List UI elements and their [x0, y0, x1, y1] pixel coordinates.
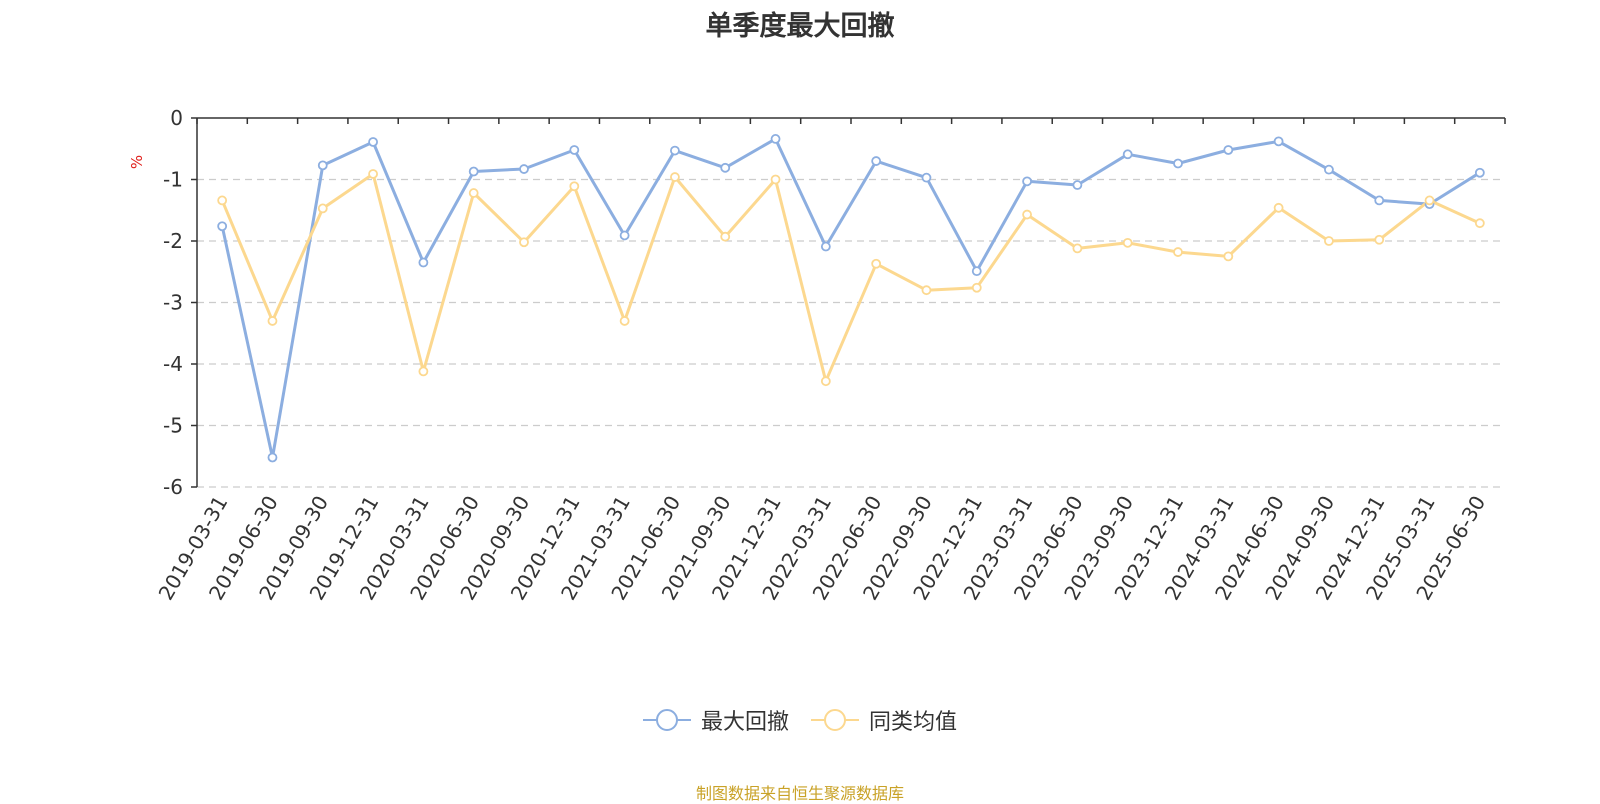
- data-point-series-1[interactable]: [1474, 218, 1485, 229]
- data-point-series-0[interactable]: [519, 164, 529, 174]
- data-point-series-1[interactable]: [820, 376, 831, 387]
- chart-title: 单季度最大回撤: [705, 11, 895, 42]
- data-point-series-1[interactable]: [217, 195, 228, 206]
- data-point-series-1[interactable]: [317, 203, 328, 214]
- y-tick-label: -6: [163, 475, 183, 499]
- data-point-series-1[interactable]: [418, 366, 429, 377]
- source-note: 制图数据来自恒生聚源数据库: [695, 784, 904, 803]
- legend-item-max-drawdown[interactable]: 最大回撤: [642, 704, 789, 736]
- data-point-series-1[interactable]: [1424, 195, 1435, 206]
- data-point-series-1[interactable]: [1072, 243, 1083, 254]
- data-point-series-0[interactable]: [921, 172, 932, 183]
- data-point-series-0[interactable]: [418, 257, 429, 268]
- legend-line-circle-icon: [811, 709, 859, 731]
- data-point-series-0[interactable]: [770, 134, 781, 144]
- data-point-series-0[interactable]: [1122, 149, 1133, 160]
- data-point-series-0[interactable]: [1173, 158, 1183, 169]
- line-chart: % 0 -1 -2 -3 -4 -5 -6 2019-03-312019-06-302019…: [128, 106, 1506, 605]
- y-tick-label: -3: [163, 291, 183, 315]
- x-tick-labels: 2019-03-312019-06-302019-09-302019-12-31…: [154, 492, 1491, 605]
- data-point-series-0[interactable]: [820, 241, 831, 252]
- data-point-series-1[interactable]: [1122, 237, 1133, 248]
- y-tick-label: -5: [163, 414, 183, 438]
- data-point-series-0[interactable]: [1474, 167, 1485, 178]
- y-tick-label: -2: [163, 229, 183, 253]
- legend-label: 最大回撤: [700, 710, 789, 735]
- data-point-series-1[interactable]: [921, 285, 932, 296]
- data-point-series-1[interactable]: [871, 258, 882, 269]
- series-line-1: [220, 172, 1481, 383]
- data-point-series-0[interactable]: [619, 230, 630, 241]
- y-axis-unit-label: %: [128, 155, 146, 169]
- y-tick-label: 0: [170, 106, 183, 130]
- data-point-series-1[interactable]: [569, 181, 580, 192]
- data-point-series-1[interactable]: [468, 188, 479, 198]
- data-point-series-0[interactable]: [1072, 180, 1083, 190]
- legend-item-peer-average[interactable]: 同类均值: [811, 704, 957, 736]
- data-point-series-0[interactable]: [267, 452, 278, 463]
- y-tick-label: -1: [163, 168, 183, 192]
- data-point-series-0[interactable]: [468, 166, 479, 177]
- data-point-series-0[interactable]: [1022, 176, 1032, 187]
- data-point-series-1[interactable]: [619, 316, 630, 326]
- data-point-series-0[interactable]: [720, 162, 731, 173]
- y-tick-label: -4: [163, 352, 183, 376]
- data-point-series-0[interactable]: [1374, 195, 1385, 206]
- data-point-series-1[interactable]: [1273, 202, 1284, 213]
- series-lines: [217, 134, 1485, 463]
- data-point-series-1[interactable]: [670, 172, 680, 182]
- data-point-series-1[interactable]: [368, 169, 378, 179]
- data-point-series-0[interactable]: [971, 266, 982, 277]
- data-point-series-1[interactable]: [1022, 209, 1032, 220]
- data-point-series-1[interactable]: [1173, 247, 1183, 257]
- data-point-series-1[interactable]: [267, 316, 278, 326]
- data-point-series-0[interactable]: [217, 221, 228, 232]
- data-point-series-1[interactable]: [519, 237, 529, 248]
- data-point-series-1[interactable]: [971, 282, 982, 293]
- data-point-series-1[interactable]: [1223, 251, 1234, 262]
- data-point-series-0[interactable]: [317, 160, 328, 171]
- data-point-series-0[interactable]: [1273, 136, 1284, 147]
- data-point-series-0[interactable]: [569, 145, 580, 155]
- data-point-series-0[interactable]: [368, 137, 378, 147]
- data-point-series-0[interactable]: [670, 145, 680, 156]
- legend: 最大回撤 同类均值: [0, 704, 1600, 736]
- data-point-series-1[interactable]: [1324, 236, 1334, 246]
- data-point-series-1[interactable]: [770, 174, 781, 185]
- data-point-series-0[interactable]: [1324, 164, 1334, 175]
- grid-lines: [197, 178, 1505, 488]
- data-point-series-0[interactable]: [1223, 145, 1234, 155]
- data-point-series-0[interactable]: [871, 156, 882, 166]
- data-point-series-1[interactable]: [1374, 234, 1385, 245]
- series-line-0: [220, 137, 1481, 459]
- data-point-series-1[interactable]: [720, 231, 731, 242]
- axes: [191, 117, 1506, 488]
- legend-label: 同类均值: [869, 710, 958, 735]
- legend-line-circle-icon: [642, 709, 691, 731]
- y-tick-labels: 0 -1 -2 -3 -4 -5 -6: [163, 106, 183, 499]
